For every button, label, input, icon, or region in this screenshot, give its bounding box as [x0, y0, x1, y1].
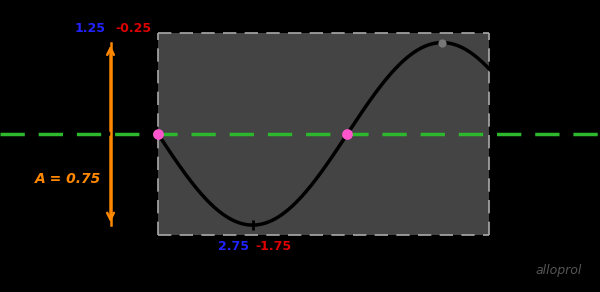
Text: -0.25: -0.25 [115, 22, 151, 35]
Point [437, 40, 447, 45]
Text: -1.75: -1.75 [256, 240, 292, 253]
Text: alloprol: alloprol [536, 264, 582, 277]
Text: 2.75: 2.75 [218, 240, 250, 253]
Text: 1.25: 1.25 [75, 22, 106, 35]
Text: A = 0.75: A = 0.75 [35, 173, 101, 187]
Point [153, 131, 163, 136]
Point [343, 131, 352, 136]
Bar [158, 33, 490, 235]
